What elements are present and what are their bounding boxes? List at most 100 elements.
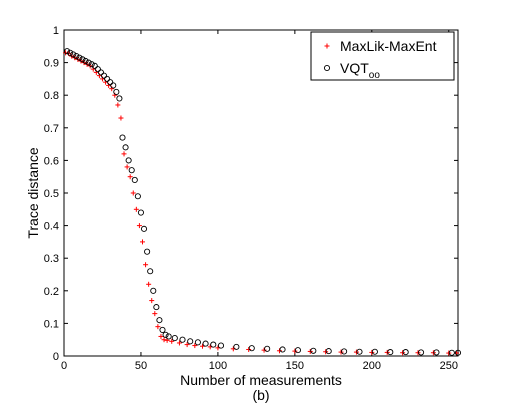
data-point-circle [137,209,145,216]
data-point-circle [147,268,154,275]
y-tick-label: 0.8 [44,90,59,102]
data-point-circle [279,346,286,353]
y-axis: 0 0.1 0.2 0.3 0.4 0.5 0.6 0.7 0.8 0.9 1 [44,25,458,363]
data-point-circle [341,348,348,355]
data-point-plus [139,239,145,245]
x-tick-label: 200 [363,360,381,372]
data-point-circle [233,343,240,350]
y-tick-label: 0.1 [44,318,59,330]
y-tick-label: 0.6 [44,155,59,167]
x-tick-label: 100 [209,360,227,372]
data-point-circle [104,75,111,82]
data-point-circle [356,348,363,355]
data-point-circle [128,167,135,174]
data-point-circle [433,349,440,356]
data-point-circle [70,51,77,58]
data-point-plus [192,343,198,349]
data-point-circle [122,144,129,151]
y-tick-label: 0.4 [44,221,59,233]
data-point-circle [88,61,95,68]
data-point-circle [325,348,332,355]
data-point-circle [82,57,89,65]
x-tick-label: 50 [135,360,147,372]
legend-box [310,31,455,81]
data-point-plus [369,349,375,355]
x-axis: 0 50 100 150 200 250 [61,30,458,372]
data-point-circle [67,49,74,56]
data-point-plus [261,347,267,353]
data-point-plus [161,337,167,343]
data-point-plus [184,342,190,348]
data-point-circle [76,54,83,61]
data-point-plus [169,338,175,344]
data-point-circle [94,66,101,73]
data-point-circle [100,72,108,79]
data-point-circle [64,48,71,55]
legend-marker [324,43,330,49]
x-axis-label: Number of measurements [180,372,342,388]
data-point-circle [159,326,166,333]
data-point-circle [210,341,217,348]
data-point-plus [112,92,118,98]
data-point-plus [246,346,252,352]
data-point-plus [143,262,149,268]
data-point-circle [125,157,132,164]
data-point-circle [153,304,160,311]
series-0 [63,50,459,356]
series-layer [63,48,462,356]
data-point-plus [323,349,329,355]
data-point-circle [150,287,157,294]
y-tick-label: 0 [53,351,59,363]
data-point-plus [130,190,136,196]
data-point-plus [158,333,164,339]
data-point-plus [430,350,436,356]
data-point-plus [176,340,182,346]
x-tick-label: 150 [286,360,304,372]
data-point-plus [276,348,282,354]
data-point-plus [152,311,158,317]
data-point-circle [454,349,462,356]
legend-marker [323,64,331,72]
legend-label-subscript: oo [369,70,381,81]
data-point-circle [144,248,151,255]
data-point-circle [162,331,169,338]
y-tick-label: 0.9 [44,58,59,70]
data-point-circle [217,342,225,349]
data-point-plus [155,324,161,330]
data-point-circle [73,53,80,60]
data-point-circle [165,333,172,340]
data-point-plus [149,298,155,304]
data-point-plus [446,350,452,356]
data-point-circle [119,134,126,141]
data-point-plus [400,350,406,356]
data-point-circle [116,95,123,102]
data-point-plus [118,115,124,121]
y-axis-label: Trace distance [25,147,41,239]
data-point-plus [115,102,121,108]
data-point-circle [310,347,317,354]
y-tick-label: 0.3 [44,253,59,265]
data-point-circle [179,336,186,343]
data-point-plus [415,350,421,356]
data-point-circle [91,62,98,69]
data-point-circle [134,193,141,200]
data-point-plus [292,348,298,354]
legend-label: MaxLik-MaxEnt [340,38,437,54]
data-point-circle [156,317,163,324]
data-point-circle [402,349,409,356]
y-tick-label: 0.7 [44,123,59,135]
data-point-circle [107,79,114,86]
data-point-plus [307,348,313,354]
data-point-circle [131,176,138,184]
data-point-circle [202,340,209,347]
data-point-circle [418,349,425,356]
data-point-circle [448,349,455,356]
data-point-plus [136,223,142,229]
data-point-plus [338,349,344,355]
data-point-plus [133,206,139,212]
data-point-circle [387,349,394,356]
data-point-circle [171,335,178,342]
data-point-circle [110,82,117,89]
